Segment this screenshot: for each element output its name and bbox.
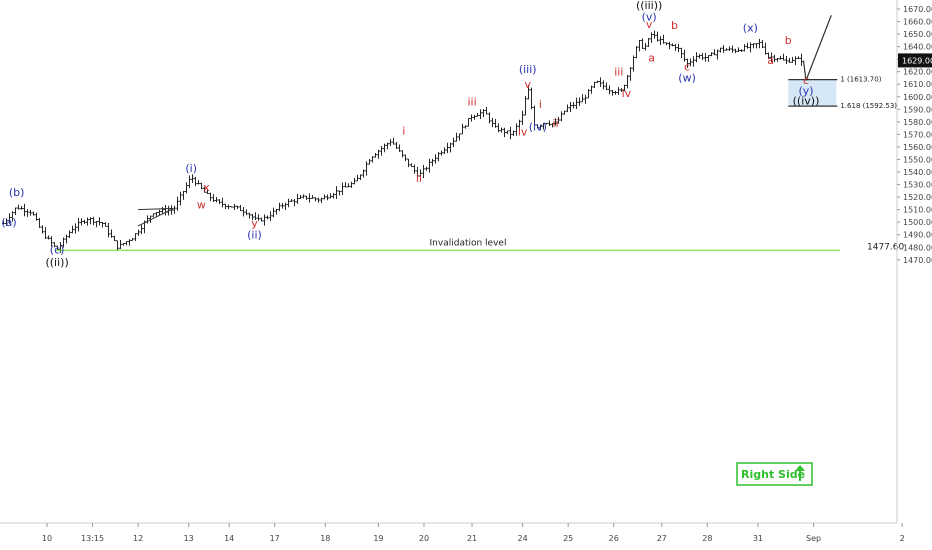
- wave-label: (a): [1, 216, 16, 229]
- wave-label: c: [803, 74, 809, 87]
- wave-label: (y): [798, 84, 813, 97]
- wave-label: iii: [467, 96, 476, 109]
- price-tick-label: 1560.00: [903, 143, 932, 152]
- invalidation-value: 1477.60: [867, 242, 904, 252]
- wave-label: b: [671, 19, 678, 32]
- time-tick-label: 27: [657, 534, 667, 543]
- triangle-pattern: [137, 207, 174, 227]
- price-tick-label: 1670.00: [903, 5, 932, 14]
- wave-label: v: [524, 78, 531, 91]
- price-tick-label: 1470.00: [903, 256, 932, 265]
- time-tick-label: 17: [270, 534, 280, 543]
- invalidation-level: Invalidation level 1477.60: [55, 238, 904, 252]
- wave-label: i: [539, 98, 542, 111]
- invalidation-label: Invalidation level: [430, 238, 507, 248]
- time-axis: 10 13:15 12 13 14 17 18 19 20 21 24 25 26 27 28 31 Sep 2: [0, 522, 905, 543]
- time-tick-label: 21: [467, 534, 477, 543]
- time-tick-label: 25: [563, 534, 573, 543]
- price-tick-label: 1520.00: [903, 193, 932, 202]
- wave-label: ((iv)): [793, 94, 820, 107]
- time-tick-label: 26: [609, 534, 619, 543]
- last-price-label: 1629.00: [902, 56, 932, 65]
- wave-label: v: [646, 18, 653, 31]
- price-tick-label: 1490.00: [903, 231, 932, 240]
- wave-label: w: [197, 198, 206, 211]
- time-tick-label: Sep: [806, 534, 821, 543]
- price-tick-label: 1540.00: [903, 168, 932, 177]
- price-tick-label: 1650.00: [903, 30, 932, 39]
- wave-label: ii: [416, 172, 422, 185]
- wave-label: y: [251, 217, 258, 230]
- projection-path: [802, 15, 832, 81]
- price-tick-label: 1580.00: [903, 118, 932, 127]
- time-tick-label: 19: [373, 534, 383, 543]
- wave-label: iv: [518, 126, 528, 139]
- time-tick-label: 18: [320, 534, 330, 543]
- wave-label: iv: [622, 87, 632, 100]
- price-tick-label: 1600.00: [903, 93, 932, 102]
- time-tick-label: 13:15: [81, 534, 104, 543]
- time-tick-label: 31: [753, 534, 763, 543]
- right-side-badge-box: [736, 462, 813, 486]
- time-tick-label: 13: [184, 534, 194, 543]
- wave-label: (c): [50, 244, 65, 257]
- price-axis: 1670.001660.001650.001640.001630.001620.…: [896, 0, 932, 523]
- time-tick-label: 12: [133, 534, 143, 543]
- wave-labels: (a)(b)(c)((ii))(i)xwy(ii)iiiiii(iii)viiv…: [1, 0, 819, 269]
- wave-label: c: [684, 60, 690, 73]
- time-tick-label: 10: [42, 534, 52, 543]
- last-price-badge: [898, 53, 932, 68]
- right-side-badge: Right Side: [736, 462, 813, 486]
- wave-label: b: [785, 34, 792, 47]
- wave-label: ((iii)): [636, 0, 662, 12]
- time-tick-label: 14: [224, 534, 234, 543]
- wave-label: ((ii)): [45, 256, 68, 269]
- up-arrow-icon: [795, 465, 805, 481]
- price-tick-label: 1510.00: [903, 206, 932, 215]
- price-tick-label: 1480.00: [903, 243, 932, 252]
- price-tick-label: 1590.00: [903, 105, 932, 114]
- wave-label: (v): [642, 10, 657, 23]
- wave-label: (i): [185, 162, 197, 175]
- fibonacci-level-label: 1.618 (1592.53): [840, 102, 897, 110]
- wave-label: (x): [743, 22, 758, 35]
- wave-label: i: [402, 124, 405, 137]
- price-tick-label: 1620.00: [903, 68, 932, 77]
- time-tick-label: 2: [900, 534, 905, 543]
- fibonacci-zone: 1 (1613.70) 1.618 (1592.53): [788, 76, 897, 110]
- time-tick-label: 20: [419, 534, 429, 543]
- time-tick-label: 24: [518, 534, 528, 543]
- right-side-badge-label: Right Side: [741, 468, 805, 481]
- fibonacci-level-label: 1 (1613.70): [840, 76, 881, 84]
- wave-label: (w): [678, 72, 696, 85]
- wave-label: iii: [614, 65, 623, 78]
- price-tick-label: 1530.00: [903, 181, 932, 190]
- price-tick-label: 1570.00: [903, 130, 932, 139]
- price-tick-label: 1660.00: [903, 18, 932, 27]
- time-tick-label: 28: [702, 534, 712, 543]
- projection-lines: [137, 15, 832, 227]
- wave-label: ii: [552, 117, 558, 130]
- price-tick-label: 1640.00: [903, 43, 932, 52]
- price-tick-label: 1610.00: [903, 80, 932, 89]
- wave-label: (b): [9, 186, 25, 199]
- price-tick-label: 1550.00: [903, 155, 932, 164]
- wave-label: a: [648, 52, 655, 65]
- wave-label: a: [767, 54, 774, 67]
- wave-label: (iii): [519, 63, 537, 76]
- wave-label: x: [203, 181, 210, 194]
- wave-label: (ii): [247, 228, 262, 241]
- wave-label: (iv): [529, 121, 547, 134]
- price-tick-label: 1500.00: [903, 218, 932, 227]
- fibonacci-target-box: [788, 79, 837, 107]
